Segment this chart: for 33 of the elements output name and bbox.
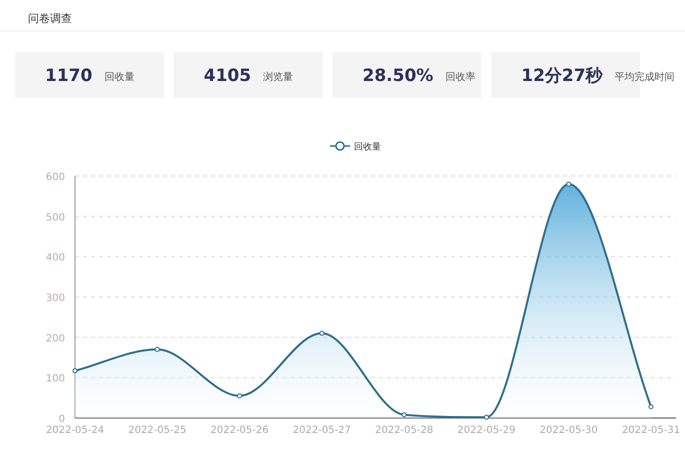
- point: [648, 404, 654, 410]
- text: 浏览量: [263, 71, 294, 83]
- text: 4105: [204, 66, 252, 86]
- y-tick-label: 400: [46, 252, 65, 264]
- point: [566, 182, 572, 187]
- text: 12分27秒: [521, 66, 604, 86]
- point: [154, 346, 160, 352]
- y-tick-label: 200: [46, 333, 65, 344]
- x-tick-label: 2022-05-24: [46, 425, 104, 436]
- x-tick-label: 2022-05-27: [292, 425, 351, 436]
- legend-label: 回收量: [354, 142, 381, 152]
- y-tick-label: 100: [46, 374, 65, 385]
- y-tick-label: 500: [46, 212, 65, 224]
- point: [484, 414, 489, 420]
- x-tick-label: 2022-05-31: [622, 425, 680, 436]
- text: 1170: [45, 66, 92, 86]
- y-tick-label: 0: [58, 414, 65, 425]
- x-tick-label: 2022-05-29: [457, 425, 516, 436]
- text: 回收率: [445, 71, 476, 83]
- x-tick-label: 2022-05-26: [210, 425, 269, 436]
- y-tick-label: 600: [46, 172, 65, 183]
- point: [319, 330, 324, 336]
- point: [402, 412, 407, 418]
- text: 问卷调查: [28, 12, 72, 25]
- y-tick-label: 300: [46, 293, 65, 304]
- text: 28.50%: [362, 66, 434, 86]
- text: 回收量: [104, 72, 134, 83]
- x-tick-label: 2022-05-28: [375, 425, 434, 436]
- x-tick-label: 2022-05-30: [540, 425, 598, 436]
- text: 平均完成时间: [614, 71, 675, 83]
- point: [72, 368, 78, 374]
- point: [237, 393, 242, 398]
- x-tick-label: 2022-05-25: [128, 425, 186, 436]
